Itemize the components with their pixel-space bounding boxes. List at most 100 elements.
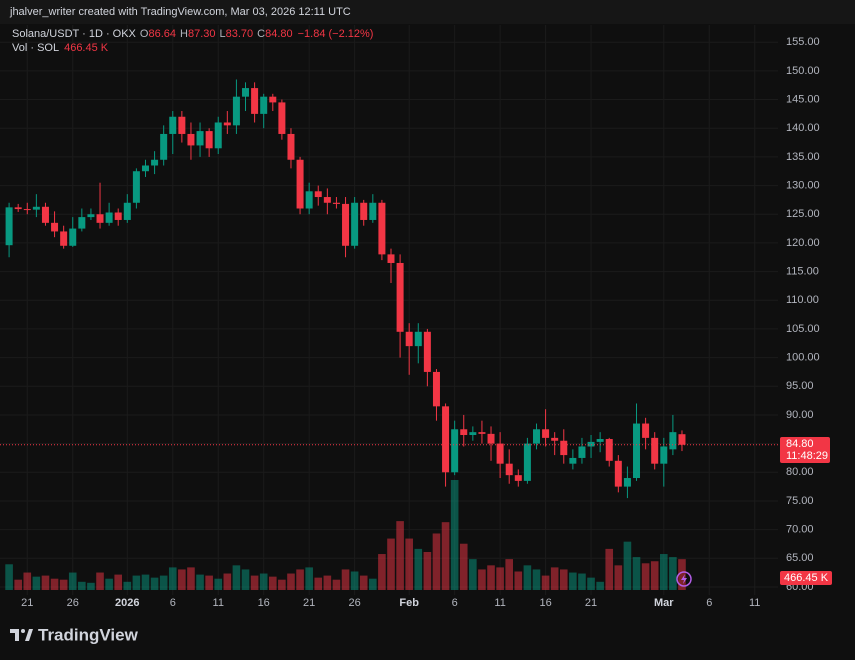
volume-bar [232, 565, 241, 590]
volume-bar [87, 582, 95, 590]
x-tick-label: 26 [67, 597, 79, 609]
volume-bar [596, 581, 604, 590]
volume-bar [678, 559, 686, 590]
candle-body [487, 433, 495, 444]
y-tick-label: 130.00 [786, 179, 820, 191]
volume-bar [632, 557, 641, 590]
x-tick-label: 21 [21, 597, 33, 609]
candle-body [678, 434, 686, 445]
candle-body [396, 262, 404, 332]
candle-body [69, 228, 77, 246]
volume-bar [114, 574, 123, 590]
candle-body [342, 203, 350, 246]
candle-body [232, 96, 240, 126]
candle-body [314, 191, 322, 198]
volume-value: 466.45 K [64, 42, 109, 54]
candle-body [460, 429, 468, 436]
volume-bar [123, 581, 132, 590]
high: 87.30 [188, 28, 216, 40]
y-tick-label: 115.00 [786, 265, 819, 277]
candle-body [605, 439, 613, 461]
volume-bar [32, 576, 41, 590]
volume-bar [614, 565, 623, 590]
volume-bar [396, 521, 404, 590]
candle-body [505, 463, 513, 476]
volume-bar [214, 578, 223, 590]
volume-bar [14, 579, 22, 590]
y-tick-label: 65.00 [786, 552, 814, 564]
candle-body [114, 212, 122, 220]
candle-body [32, 206, 40, 210]
candle-body [623, 478, 631, 487]
candle-body [423, 331, 431, 372]
volume-bar [359, 575, 368, 590]
volume-bar [469, 559, 477, 590]
candle-body [96, 214, 104, 223]
volume-bar [314, 577, 323, 590]
volume-bar [5, 564, 13, 590]
volume-bar [414, 548, 423, 590]
volume-bar [41, 575, 50, 590]
volume-bar [332, 579, 341, 590]
close: 84.80 [265, 28, 293, 40]
volume-bar [341, 569, 350, 590]
volume-bar [423, 551, 432, 590]
x-tick-label: 21 [585, 597, 597, 609]
volume-bar [150, 577, 159, 590]
candle-body [514, 475, 522, 481]
candle-body [269, 96, 277, 103]
volume-bar [405, 538, 413, 590]
candle-body [469, 432, 477, 436]
volume-bar [250, 575, 259, 590]
volume-legend: Vol · SOL 466.45 K [12, 42, 109, 54]
symbol: Solana/USDT · 1D · OKX [12, 28, 137, 40]
candle-body [105, 212, 113, 223]
candle-body [205, 131, 213, 149]
candle-body [569, 457, 577, 464]
change: −1.84 (−2.12%) [298, 28, 374, 40]
candle-body [451, 429, 459, 473]
volume-bar [569, 572, 577, 590]
x-tick-label: 2026 [115, 597, 139, 609]
volume-name: Vol · SOL [12, 42, 59, 54]
candle-body [414, 331, 422, 347]
low-prefix: L [219, 28, 225, 40]
volume-bar [105, 578, 113, 590]
caption: jhalver_writer created with TradingView.… [9, 6, 351, 18]
candle-body [196, 131, 204, 146]
candle-body [669, 432, 677, 450]
candle-body [551, 437, 559, 441]
volume-bar [459, 543, 468, 590]
candle-body [614, 460, 622, 487]
candle-body [123, 202, 131, 220]
y-tick-label: 135.00 [786, 151, 820, 163]
y-tick-label: 105.00 [786, 323, 820, 335]
volume-bar [541, 575, 550, 590]
candle-body [87, 214, 95, 218]
y-tick-label: 70.00 [786, 524, 814, 536]
volume-bar [78, 581, 86, 590]
volume-bar [296, 569, 304, 590]
candle-body [251, 88, 259, 114]
x-tick-label: 6 [706, 597, 712, 609]
x-tick-label: 21 [303, 597, 315, 609]
volume-tag-value: 466.45 K [784, 572, 829, 584]
x-tick-label: 11 [749, 597, 760, 609]
alert-icon[interactable] [676, 571, 692, 587]
volume-bar [323, 575, 332, 590]
volume-bar [578, 573, 586, 590]
y-tick-label: 75.00 [786, 495, 814, 507]
candle-body [360, 202, 368, 220]
price-tag [780, 437, 830, 463]
candle-body [178, 116, 186, 134]
candle-body [14, 207, 22, 210]
candle-body [278, 102, 286, 134]
volume-bar [96, 572, 104, 590]
candle-body [532, 429, 540, 444]
candle-body [387, 254, 395, 263]
candle-body [660, 446, 668, 464]
volume-bar [187, 567, 195, 590]
countdown: 11:48:29 [786, 450, 828, 462]
volume-bar [278, 579, 286, 590]
candle-body [160, 133, 168, 160]
